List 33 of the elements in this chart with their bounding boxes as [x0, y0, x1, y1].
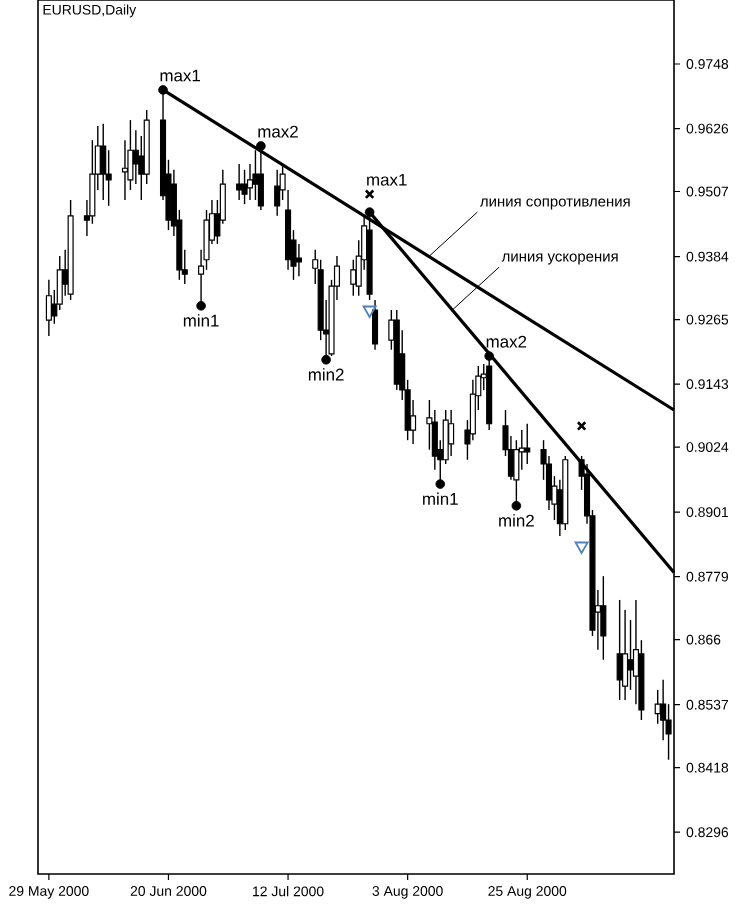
annotation: max2: [486, 335, 527, 348]
annotation: min1: [183, 314, 219, 327]
point: [362, 305, 377, 318]
candlestick: [100, 123, 107, 201]
candlestick: [524, 423, 531, 465]
candlestick: [274, 169, 281, 217]
candlestick: [448, 409, 455, 457]
candlestick: [241, 169, 248, 205]
point: [576, 420, 587, 431]
annotation: max1: [160, 69, 201, 82]
candlestick: [236, 163, 243, 201]
point: [158, 85, 168, 95]
annotation: max2: [258, 125, 298, 138]
candlestick: [627, 619, 634, 691]
point: [196, 300, 206, 311]
annotation: min2: [499, 514, 534, 527]
candlestick: [45, 279, 52, 337]
candlestick: [371, 299, 379, 351]
point: [484, 351, 494, 361]
point: [321, 354, 331, 365]
candlestick: [350, 259, 357, 297]
point: [574, 541, 589, 554]
annotation: max1: [367, 173, 407, 186]
point: [256, 141, 266, 151]
annotation: min1: [423, 492, 458, 505]
candlestick: [600, 575, 607, 661]
annotation: min2: [308, 368, 344, 381]
point: [435, 479, 446, 489]
point: [364, 207, 375, 217]
point: [511, 500, 522, 511]
candlestick: [295, 243, 302, 277]
point: [364, 189, 375, 200]
candlestick: [252, 149, 259, 201]
